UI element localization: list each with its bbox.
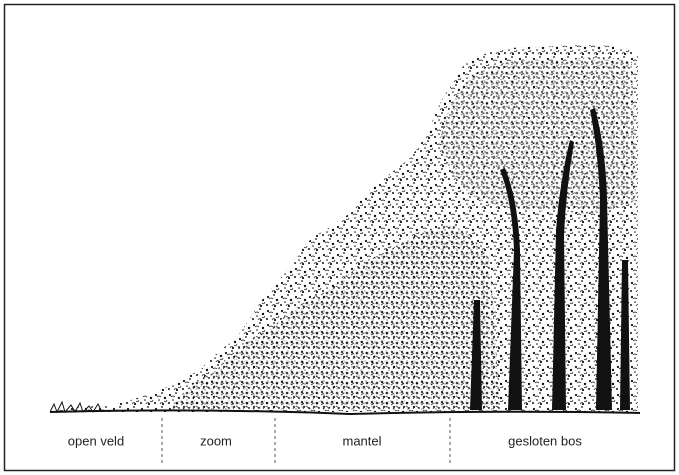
zone-label: open veld [68, 433, 124, 448]
shrubs [170, 225, 500, 410]
zone-label: zoom [200, 433, 232, 448]
ground-line [49, 409, 641, 416]
grass [49, 400, 103, 414]
tree-trunks [470, 108, 630, 410]
zone-label: mantel [342, 433, 381, 448]
tree-crowns [440, 57, 636, 214]
zone-label: gesloten bos [508, 433, 582, 448]
